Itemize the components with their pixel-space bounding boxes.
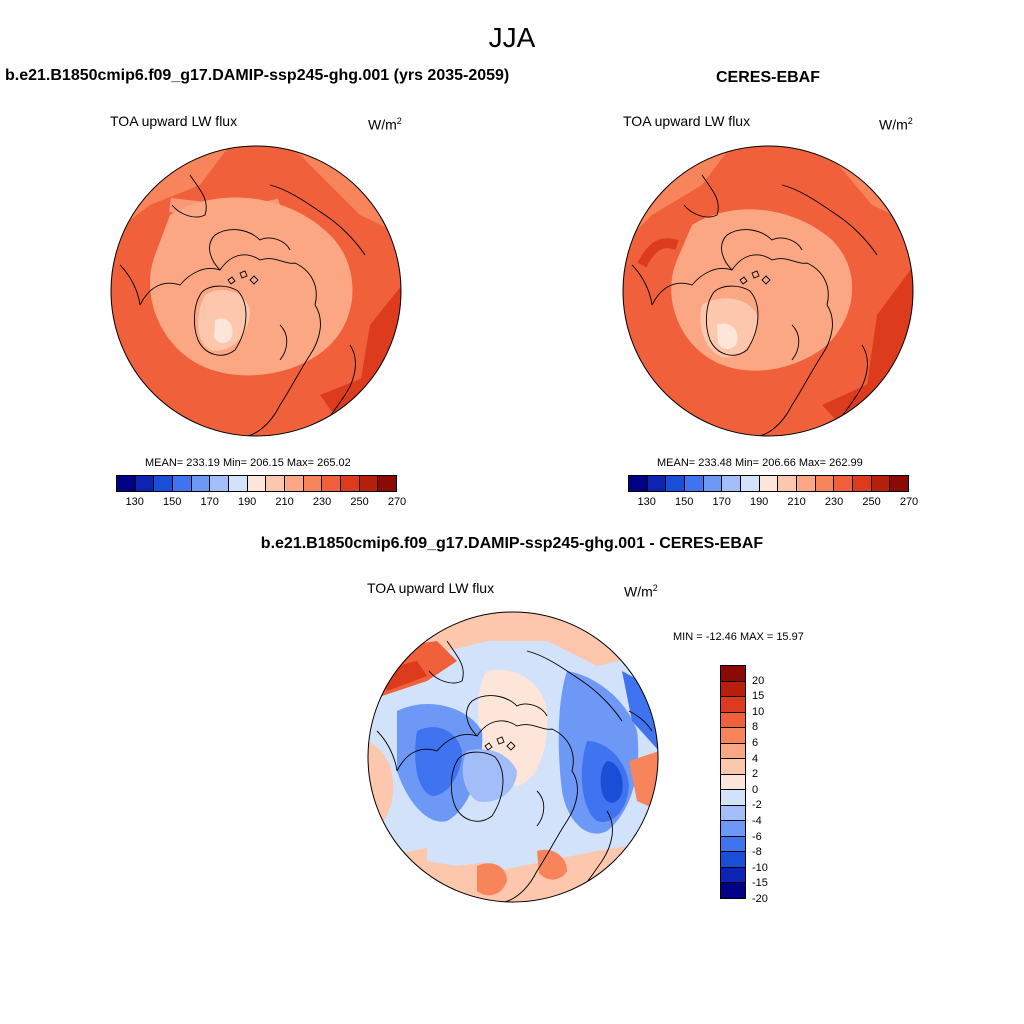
colorbar-tick-label: 190 (749, 496, 769, 508)
colorbar-swatch (721, 743, 745, 760)
colorbar-swatch (685, 476, 704, 491)
colorbar-swatch (741, 476, 760, 491)
difference-panel-title: b.e21.B1850cmip6.f09_g17.DAMIP-ssp245-gh… (260, 535, 764, 552)
difference-minmax: MIN = -12.46 MAX = 15.97 (673, 631, 804, 643)
colorbar-tick-label: 6 (752, 737, 759, 749)
colorbar-tick-label: 210 (275, 496, 294, 508)
colorbar-tick-label: 20 (752, 674, 765, 687)
colorbar-tick-label: 270 (899, 496, 919, 508)
colorbar-swatch (778, 476, 798, 491)
difference-colorbar (720, 665, 746, 899)
colorbar-swatch (341, 476, 360, 491)
colorbar-swatch (721, 852, 745, 868)
colorbar-swatch (666, 476, 686, 491)
model-panel-title: b.e21.B1850cmip6.f09_g17.DAMIP-ssp245-gh… (5, 67, 510, 84)
colorbar-swatch (322, 476, 342, 491)
colorbar-tick-label: -20 (752, 893, 768, 905)
colorbar-swatch (117, 476, 136, 491)
colorbar-swatch (721, 666, 745, 682)
colorbar-tick-label: 170 (712, 496, 731, 508)
difference-polar-map (367, 611, 659, 903)
model-colorbar-labels: 130 150 170 190 210 230 250 270 (116, 496, 407, 510)
colorbar-tick-label: -2 (752, 799, 762, 812)
colorbar-tick-label: 270 (387, 496, 407, 508)
difference-units-label: W/m2 (624, 583, 658, 600)
colorbar-swatch (721, 836, 745, 853)
model-colorbar (116, 475, 397, 492)
obs-panel-title: CERES-EBAF (716, 69, 821, 86)
model-units-label: W/m2 (368, 116, 402, 133)
colorbar-swatch (721, 712, 745, 729)
colorbar-tick-label: 150 (675, 496, 694, 508)
colorbar-tick-label: 250 (862, 496, 881, 508)
colorbar-swatch (154, 476, 174, 491)
model-variable-label: TOA upward LW flux (110, 113, 238, 129)
obs-colorbar (628, 475, 909, 492)
colorbar-tick-label: 2 (752, 768, 759, 781)
colorbar-swatch (135, 476, 155, 491)
colorbar-tick-label: 230 (824, 496, 844, 508)
colorbar-swatch (303, 476, 323, 491)
colorbar-swatch (722, 476, 742, 491)
colorbar-swatch (721, 790, 745, 806)
colorbar-swatch (359, 476, 379, 491)
colorbar-swatch (721, 774, 745, 791)
colorbar-tick-label: 4 (752, 752, 759, 765)
colorbar-swatch (266, 476, 286, 491)
colorbar-tick-label: 250 (350, 496, 369, 508)
colorbar-tick-label: -4 (752, 815, 762, 827)
colorbar-swatch (721, 697, 745, 713)
colorbar-swatch (759, 476, 779, 491)
colorbar-tick-label: -8 (752, 846, 762, 859)
obs-polar-map (622, 145, 914, 437)
difference-colorbar-labels: 20 15 10 8 6 4 2 0 -2 -4 -6 -8 -10 -15 -20 (752, 665, 792, 905)
colorbar-swatch (853, 476, 872, 491)
model-polar-map (110, 145, 402, 437)
colorbar-swatch (229, 476, 248, 491)
colorbar-tick-label: 15 (752, 690, 765, 703)
colorbar-tick-label: 210 (787, 496, 806, 508)
colorbar-tick-label: -10 (752, 861, 768, 874)
colorbar-swatch (834, 476, 854, 491)
colorbar-tick-label: 0 (752, 783, 759, 796)
colorbar-swatch (721, 867, 745, 884)
colorbar-swatch (721, 728, 745, 744)
obs-stats: MEAN= 233.48 Min= 206.66 Max= 262.99 (657, 457, 863, 469)
colorbar-tick-label: 10 (752, 705, 765, 718)
colorbar-swatch (210, 476, 230, 491)
obs-variable-label: TOA upward LW flux (623, 113, 751, 129)
obs-colorbar-labels: 130 150 170 190 210 230 250 270 (628, 496, 919, 510)
colorbar-swatch (191, 476, 211, 491)
colorbar-tick-label: 8 (752, 721, 759, 734)
difference-variable-label: TOA upward LW flux (367, 580, 495, 596)
colorbar-tick-label: 190 (237, 496, 257, 508)
colorbar-tick-label: 130 (125, 496, 144, 508)
colorbar-tick-label: 130 (637, 496, 656, 508)
colorbar-swatch (871, 476, 891, 491)
colorbar-tick-label: 230 (312, 496, 332, 508)
colorbar-swatch (721, 883, 745, 898)
model-stats: MEAN= 233.19 Min= 206.15 Max= 265.02 (145, 457, 351, 469)
colorbar-swatch (797, 476, 816, 491)
colorbar-swatch (173, 476, 192, 491)
colorbar-swatch (647, 476, 667, 491)
colorbar-swatch (285, 476, 304, 491)
colorbar-swatch (721, 805, 745, 822)
obs-units-label: W/m2 (879, 116, 913, 133)
colorbar-swatch (890, 476, 909, 491)
colorbar-swatch (378, 476, 397, 491)
colorbar-swatch (721, 759, 745, 775)
colorbar-swatch (721, 821, 745, 837)
colorbar-swatch (703, 476, 723, 491)
colorbar-tick-label: -6 (752, 830, 762, 843)
colorbar-swatch (247, 476, 267, 491)
colorbar-tick-label: 150 (163, 496, 182, 508)
colorbar-swatch (721, 681, 745, 698)
colorbar-tick-label: -15 (752, 877, 768, 890)
colorbar-swatch (629, 476, 648, 491)
season-title: JJA (488, 22, 536, 53)
colorbar-tick-label: 170 (200, 496, 219, 508)
colorbar-swatch (815, 476, 835, 491)
